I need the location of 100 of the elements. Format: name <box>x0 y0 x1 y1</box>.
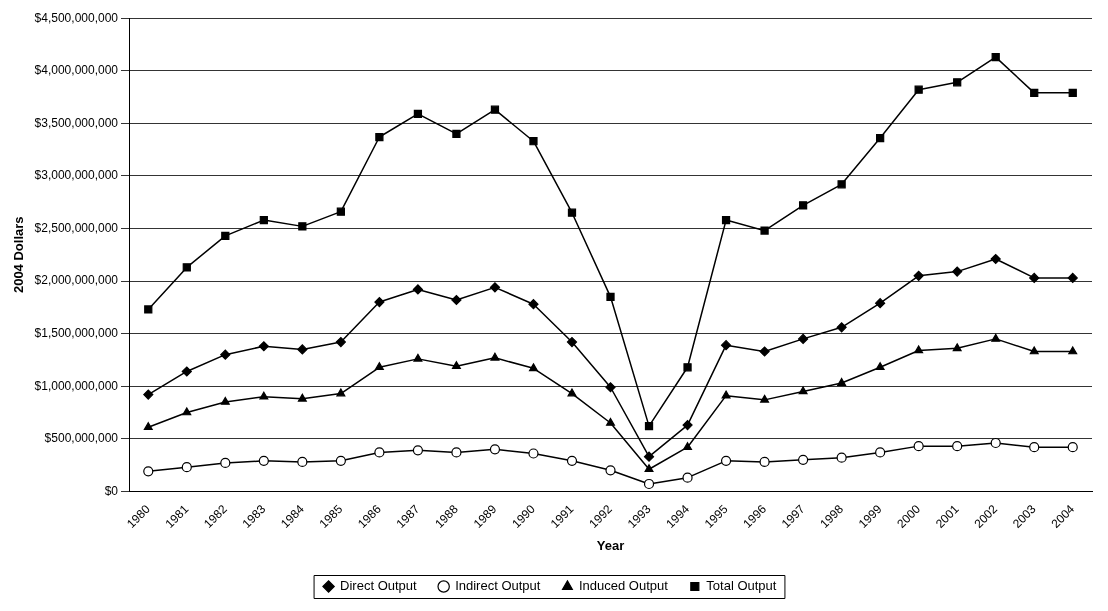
point <box>258 455 269 466</box>
point <box>336 388 346 397</box>
point <box>1067 442 1078 453</box>
point <box>1029 272 1040 283</box>
point <box>143 389 154 400</box>
point <box>259 215 268 225</box>
y-tick-label: $0 <box>104 483 119 498</box>
point <box>990 437 1001 449</box>
legend-label: Indirect Output <box>455 578 541 594</box>
point <box>875 362 885 371</box>
point <box>876 133 885 143</box>
point <box>1029 346 1039 355</box>
point <box>760 226 769 235</box>
point <box>720 455 732 466</box>
y-tick-label: $2,000,000,000 <box>34 273 119 288</box>
point <box>566 455 578 466</box>
point <box>297 344 308 355</box>
point <box>875 447 886 458</box>
y-tick-label: $3,500,000,000 <box>34 115 119 130</box>
point <box>798 454 809 465</box>
point <box>913 441 924 452</box>
point <box>798 386 808 395</box>
point <box>220 457 231 469</box>
point <box>335 336 346 348</box>
point <box>221 231 230 240</box>
point <box>952 266 963 277</box>
point <box>1068 346 1078 355</box>
point <box>143 466 154 477</box>
point <box>760 394 770 403</box>
point <box>1067 272 1078 283</box>
point <box>297 393 307 402</box>
point <box>181 366 192 377</box>
y-tick-label: $2,500,000,000 <box>34 220 119 235</box>
point <box>720 340 732 351</box>
y-axis-title: 2004 Dollars <box>11 216 27 294</box>
legend-label: Induced Output <box>578 578 669 594</box>
point <box>721 390 731 399</box>
point <box>798 201 808 210</box>
point <box>644 422 654 431</box>
point <box>991 52 1000 62</box>
point <box>913 270 924 281</box>
point <box>335 455 346 466</box>
y-tick-label: $1,500,000,000 <box>34 325 119 340</box>
point <box>683 442 693 451</box>
point <box>836 452 847 463</box>
point <box>914 345 924 354</box>
point <box>644 464 654 473</box>
point <box>336 207 346 216</box>
point <box>567 208 577 217</box>
point <box>451 294 462 306</box>
point <box>682 420 693 431</box>
point <box>643 478 655 490</box>
point <box>759 456 770 467</box>
point <box>258 341 269 352</box>
point <box>451 361 461 370</box>
y-tick-label: $4,500,000,000 <box>34 10 119 25</box>
point <box>375 132 384 142</box>
x-axis-title: Year <box>596 537 625 553</box>
point <box>683 363 692 372</box>
point <box>452 129 461 138</box>
y-tick-label: $4,000,000,000 <box>34 63 119 78</box>
point <box>412 445 424 456</box>
point <box>490 352 500 361</box>
point <box>489 282 501 293</box>
legend-label: Direct Output <box>340 578 418 594</box>
point <box>990 253 1001 265</box>
point <box>528 299 539 310</box>
point <box>798 333 809 344</box>
point <box>413 353 423 362</box>
point <box>181 462 192 473</box>
point <box>259 391 269 400</box>
point <box>374 362 384 371</box>
point <box>605 382 616 393</box>
legend-label: Total Output <box>706 578 777 594</box>
point <box>914 85 923 94</box>
point <box>1030 88 1039 97</box>
y-tick-label: $1,000,000,000 <box>34 378 119 393</box>
point <box>374 447 385 458</box>
point <box>952 343 962 352</box>
point <box>374 296 385 308</box>
point <box>606 417 615 426</box>
point <box>991 333 1001 342</box>
point <box>606 292 615 301</box>
point <box>182 407 192 416</box>
point <box>413 109 423 119</box>
point <box>566 336 578 348</box>
point <box>953 78 962 87</box>
point <box>489 444 501 455</box>
point <box>451 447 462 458</box>
point <box>220 396 230 405</box>
point <box>182 263 191 272</box>
point <box>297 456 308 467</box>
point <box>529 137 538 146</box>
point <box>952 441 963 452</box>
point <box>528 363 538 372</box>
point <box>490 105 500 114</box>
point <box>875 298 886 309</box>
point <box>144 305 153 314</box>
point <box>1029 442 1040 453</box>
point <box>412 284 424 295</box>
